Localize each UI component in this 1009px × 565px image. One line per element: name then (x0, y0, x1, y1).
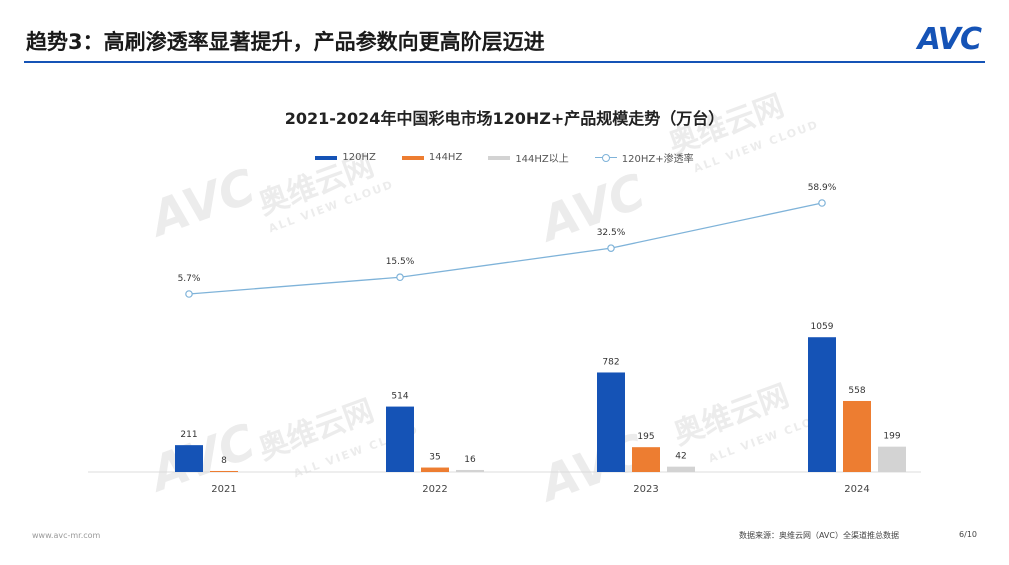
penetration-point (185, 290, 193, 298)
chart-legend: 120HZ 144HZ 144HZ以上 120HZ+渗透率 (0, 150, 1009, 165)
legend-swatch-120hz (315, 155, 338, 160)
slide-title: 趋势3：高刷渗透率显著提升，产品参数向更高阶层迈进 (26, 30, 545, 54)
penetration-point (818, 199, 826, 207)
bar-value-label: 8 (221, 456, 227, 466)
bar-value-label: 16 (464, 455, 476, 465)
x-tick-label: 2021 (211, 484, 236, 495)
bar-value-label: 199 (883, 432, 900, 442)
penetration-label: 58.9% (808, 183, 837, 193)
chart-title: 2021-2024年中国彩电市场120HZ+产品规模走势（万台） (284, 109, 725, 128)
bar-144hz-2022 (421, 467, 449, 472)
penetration-label: 32.5% (597, 228, 626, 238)
bar-value-label: 782 (602, 357, 619, 367)
x-tick-label: 2024 (844, 484, 869, 495)
bar-144hz以上-2024 (878, 446, 906, 472)
footer-source: 数据来源：奥维云网（AVC）全渠道推总数据 (738, 531, 899, 540)
legend-swatch-144hz-plus (488, 155, 511, 160)
bar-120hz-2021 (175, 445, 203, 472)
bar-144hz以上-2023 (667, 466, 695, 472)
legend-label-120hz: 120HZ (342, 152, 376, 163)
bar-120hz-2023 (597, 372, 625, 472)
bar-value-label: 211 (180, 430, 197, 440)
bar-144hz-2023 (632, 447, 660, 472)
footer-website: www.avc-mr.com (32, 531, 101, 540)
bar-144hz以上-2022 (456, 469, 484, 472)
legend-swatch-144hz (401, 155, 424, 160)
penetration-point (396, 273, 404, 282)
bar-value-label: 1059 (811, 322, 834, 332)
legend-label-144hz-plus: 144HZ以上 (515, 154, 569, 165)
x-tick-label: 2022 (422, 484, 447, 495)
penetration-label: 5.7% (178, 274, 201, 284)
legend-label-144hz: 144HZ (428, 152, 463, 163)
bar-value-label: 42 (675, 452, 686, 462)
brand-logo: AVC (917, 22, 982, 57)
footer-page-number: 6/10 (959, 530, 977, 539)
bar-144hz-2021 (210, 470, 238, 472)
penetration-point (607, 244, 615, 252)
legend-swatch-penetration (594, 153, 617, 163)
bar-value-label: 514 (391, 392, 408, 402)
bar-144hz-2024 (843, 400, 871, 472)
legend-item-penetration: 120HZ+渗透率 (594, 150, 694, 165)
title-rule (24, 61, 985, 63)
bar-120hz-2022 (386, 406, 414, 472)
penetration-line (188, 202, 823, 295)
legend-item-144hz: 144HZ (401, 150, 463, 165)
x-tick-label: 2023 (633, 484, 658, 495)
legend-item-120hz: 120HZ (315, 150, 376, 165)
legend-item-144hz-plus: 144HZ以上 (488, 150, 569, 165)
bar-120hz-2024 (808, 337, 836, 472)
legend-label-penetration: 120HZ+渗透率 (621, 154, 694, 165)
bar-value-label: 558 (848, 386, 865, 396)
penetration-label: 15.5% (386, 257, 415, 267)
bar-value-label: 35 (429, 453, 440, 463)
bar-value-label: 195 (637, 432, 654, 442)
